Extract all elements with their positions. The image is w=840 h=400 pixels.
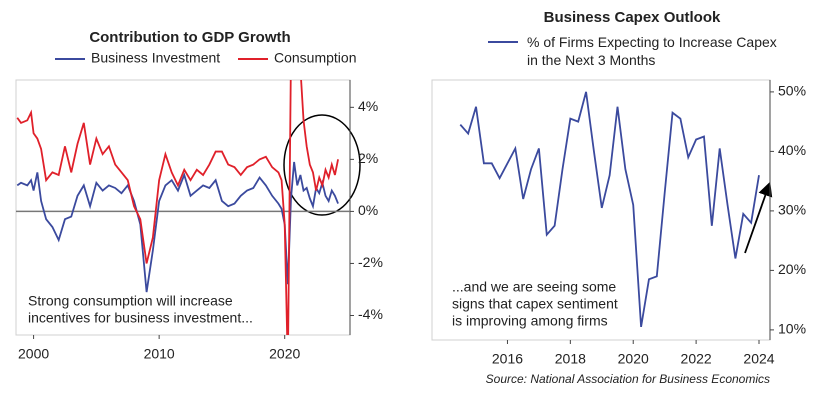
x-tick-label: 2016 — [492, 351, 523, 367]
x-tick-label: 2010 — [144, 346, 175, 362]
annotation: incentives for business investment... — [28, 310, 253, 326]
x-tick-label: 2022 — [681, 351, 712, 367]
x-tick-label: 2020 — [618, 351, 649, 367]
chart-title: Business Capex Outlook — [544, 9, 721, 26]
series-line — [16, 80, 339, 335]
legend-label: % of Firms Expecting to Increase Capex i… — [527, 34, 777, 68]
x-tick-label: 2018 — [555, 351, 586, 367]
y-tick-label: 4% — [358, 98, 378, 114]
highlight-ellipse — [283, 114, 361, 216]
annotation: signs that capex sentiment — [452, 296, 618, 312]
annotation: Strong consumption will increase — [28, 293, 233, 309]
x-tick-label: 2020 — [269, 346, 300, 362]
source-note: Source: National Association for Busines… — [486, 372, 770, 386]
y-tick-label: -4% — [358, 306, 383, 322]
annotation: ...and we are seeing some — [452, 279, 616, 295]
series-line — [459, 91, 760, 328]
chart-title: Contribution to GDP Growth — [89, 29, 290, 46]
legend-label: Business Investment — [91, 50, 220, 66]
y-tick-label: 2% — [358, 150, 378, 166]
trend-arrow — [744, 181, 773, 254]
y-tick-label: 40% — [778, 142, 806, 158]
y-tick-label: 20% — [778, 261, 806, 277]
legend-label: Consumption — [274, 50, 357, 66]
annotation: is improving among firms — [452, 313, 608, 329]
series-line — [16, 161, 339, 293]
x-tick-label: 2000 — [18, 346, 49, 362]
y-tick-label: 10% — [778, 321, 806, 337]
y-tick-label: 0% — [358, 202, 378, 218]
x-tick-label: 2024 — [743, 351, 774, 367]
y-tick-label: 50% — [778, 83, 806, 99]
y-tick-label: 30% — [778, 202, 806, 218]
y-tick-label: -2% — [358, 254, 383, 270]
